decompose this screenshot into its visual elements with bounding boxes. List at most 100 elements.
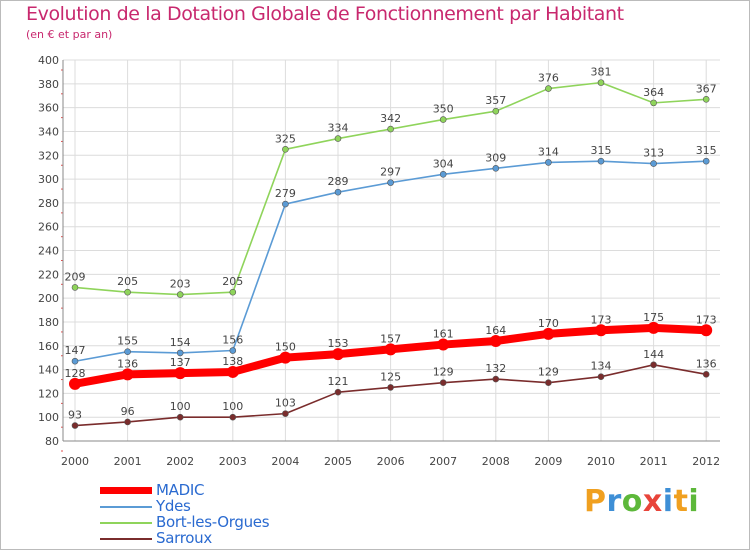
data-point-bort-les-orgues [334,135,342,142]
y-tick-label: 320 [38,149,59,162]
x-tick-label: 2001 [114,455,142,468]
data-label-ydes: 297 [380,166,401,179]
data-point-madic [437,338,450,351]
data-point-bort-les-orgues [71,284,79,291]
y-tick-label: 400 [38,54,59,67]
data-label-ydes: 154 [170,336,191,349]
data-point-ydes [545,159,552,166]
data-label-bort-les-orgues: 367 [696,82,717,95]
data-label-sarroux: 129 [538,366,559,379]
data-label-ydes: 289 [328,175,349,188]
data-point-sarroux [229,413,237,421]
x-tick-label: 2011 [640,455,668,468]
data-point-ydes [597,157,605,165]
data-point-madic [384,343,397,356]
data-label-madic: 128 [65,367,86,380]
data-point-sarroux [492,375,500,383]
data-point-bort-les-orgues [702,95,710,103]
y-tick-label: 100 [38,411,59,424]
data-label-sarroux: 134 [591,360,612,373]
data-point-bort-les-orgues [282,145,289,153]
data-point-sarroux [124,418,131,426]
data-label-bort-les-orgues: 209 [65,270,86,283]
y-tick-label: 360 [38,102,59,115]
data-label-bort-les-orgues: 376 [538,72,559,85]
x-tick-label: 2005 [324,455,352,468]
data-label-madic: 153 [328,337,349,350]
data-point-sarroux [702,371,710,378]
data-label-sarroux: 132 [485,362,506,375]
data-point-madic [121,368,134,381]
legend-swatch [100,522,152,524]
data-point-sarroux [282,410,289,417]
data-point-madic [542,327,555,340]
data-point-sarroux [650,361,657,369]
data-label-madic: 137 [170,356,191,369]
data-point-ydes [71,357,79,365]
data-label-madic: 161 [433,328,454,341]
data-point-ydes [282,200,289,208]
data-point-madic [700,324,713,337]
y-tick-label: 300 [38,173,59,186]
y-tick-label: 240 [38,245,59,258]
data-point-madic [69,377,81,390]
x-tick-label: 2004 [271,455,299,468]
data-label-madic: 138 [222,355,243,368]
legend-label: MADIC [156,481,205,499]
x-tick-label: 2007 [429,455,457,468]
data-point-ydes [229,347,237,354]
chart-subtitle: (en € et par an) [26,28,113,41]
x-tick-label: 2009 [534,455,562,468]
data-point-bort-les-orgues [492,107,500,115]
legend-label: Bort-les-Orgues [156,513,270,531]
data-label-bort-les-orgues: 205 [222,275,243,288]
x-tick-label: 2012 [692,455,720,468]
y-tick-label: 280 [38,197,59,210]
data-label-bort-les-orgues: 325 [275,132,296,145]
x-tick-label: 2006 [377,455,405,468]
data-point-ydes [439,171,447,178]
data-label-madic: 157 [380,332,401,345]
data-label-bort-les-orgues: 342 [380,112,401,125]
data-point-ydes [124,348,131,356]
y-tick-label: 160 [38,340,59,353]
legend-item-bort-les-orgues: Bort-les-Orgues [100,513,360,531]
data-point-madic [489,334,502,347]
data-label-bort-les-orgues: 381 [591,66,612,79]
data-label-ydes: 279 [275,187,296,200]
data-point-sarroux [71,422,79,429]
data-label-madic: 170 [538,317,559,330]
data-point-bort-les-orgues [545,85,552,92]
data-label-sarroux: 100 [170,400,191,413]
data-label-sarroux: 103 [275,397,296,410]
data-point-madic [595,324,607,337]
data-point-bort-les-orgues [387,125,394,133]
y-tick-label: 140 [38,364,59,377]
data-label-ydes: 155 [117,335,138,348]
legend-label: Sarroux [156,529,212,547]
legend-swatch [100,506,152,508]
data-label-madic: 150 [275,341,296,354]
data-label-bort-les-orgues: 334 [328,122,349,135]
chart-legend: MADIC Ydes Bort-les-Orgues Sarroux [100,481,360,547]
data-label-ydes: 315 [591,144,612,157]
x-tick-label: 2008 [482,455,510,468]
data-point-sarroux [439,379,447,386]
data-label-bort-les-orgues: 357 [485,94,506,107]
data-point-ydes [702,157,710,165]
data-label-ydes: 313 [643,147,664,160]
y-tick-label: 220 [38,268,59,281]
data-label-sarroux: 96 [121,405,135,418]
data-point-ydes [387,179,394,186]
data-point-bort-les-orgues [229,288,237,296]
legend-item-sarroux: Sarroux [100,529,360,547]
data-label-bort-les-orgues: 350 [433,103,454,116]
y-tick-label: 340 [38,125,59,138]
data-label-sarroux: 121 [328,375,349,388]
x-tick-label: 2000 [61,455,89,468]
data-point-bort-les-orgues [124,288,131,296]
data-label-sarroux: 136 [696,357,717,370]
data-point-madic [279,351,292,364]
data-point-sarroux [176,413,184,421]
